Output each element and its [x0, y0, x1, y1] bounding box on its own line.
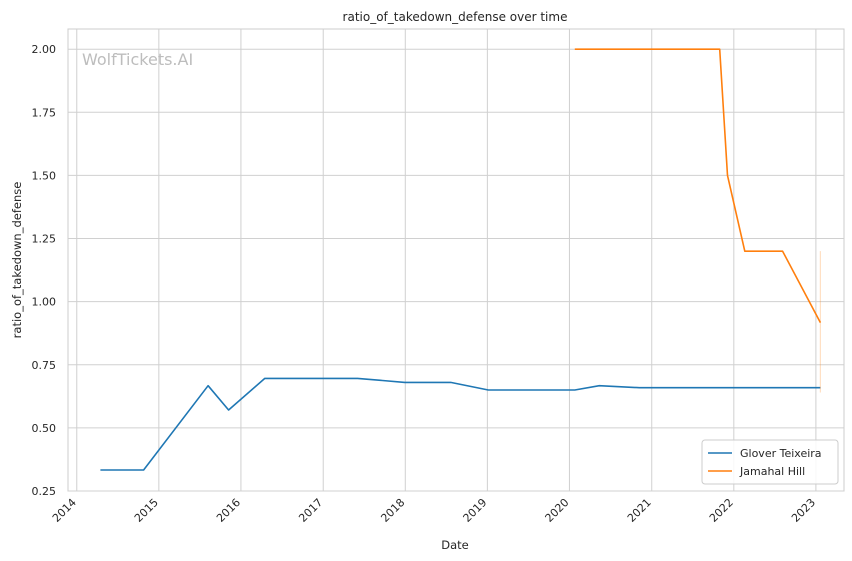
chart-title: ratio_of_takedown_defense over time: [343, 10, 568, 24]
x-tick-label: 2016: [214, 496, 243, 525]
series-layer: [100, 48, 822, 471]
x-tick-label: 2018: [378, 496, 407, 525]
x-tick-label: 2021: [625, 496, 654, 525]
legend: Glover Teixeira Jamahal Hill: [701, 439, 839, 485]
plot-area: [67, 28, 845, 492]
y-tick-label: 1.25: [32, 233, 57, 246]
legend-box: [701, 439, 839, 485]
x-tick-labels: 2014 2015 2016 2017 2018 2019 2020 2021 2022 2023: [50, 496, 818, 525]
y-gridlines: [68, 48, 844, 492]
watermark: WolfTickets.AI: [82, 50, 193, 69]
y-tick-labels: 0.25 0.50 0.75 1.00 1.25 1.50 1.75 2.00: [32, 43, 57, 498]
y-tick-label: 0.75: [32, 359, 57, 372]
y-tick-label: 2.00: [32, 43, 57, 56]
y-tick-label: 1.00: [32, 296, 57, 309]
x-tick-label: 2014: [50, 496, 79, 525]
series-line-jamahal-hill: [574, 48, 822, 323]
x-tick-label: 2019: [460, 496, 489, 525]
x-tick-label: 2017: [296, 496, 325, 525]
x-tick-label: 2015: [132, 496, 161, 525]
x-tick-label: 2023: [789, 496, 818, 525]
legend-label-glover-teixeira: Glover Teixeira: [740, 447, 822, 460]
legend-label-jamahal-hill: Jamahal Hill: [739, 465, 805, 478]
y-tick-label: 0.25: [32, 485, 57, 498]
x-gridlines: [76, 29, 817, 491]
x-axis-title: Date: [441, 538, 469, 552]
y-tick-label: 0.50: [32, 422, 57, 435]
x-tick-label: 2022: [707, 496, 736, 525]
series-line-glover-teixeira: [100, 377, 821, 471]
x-tick-label: 2020: [543, 496, 572, 525]
y-tick-label: 1.50: [32, 169, 57, 182]
y-tick-label: 1.75: [32, 106, 57, 119]
y-axis-title: ratio_of_takedown_defense: [10, 182, 24, 339]
